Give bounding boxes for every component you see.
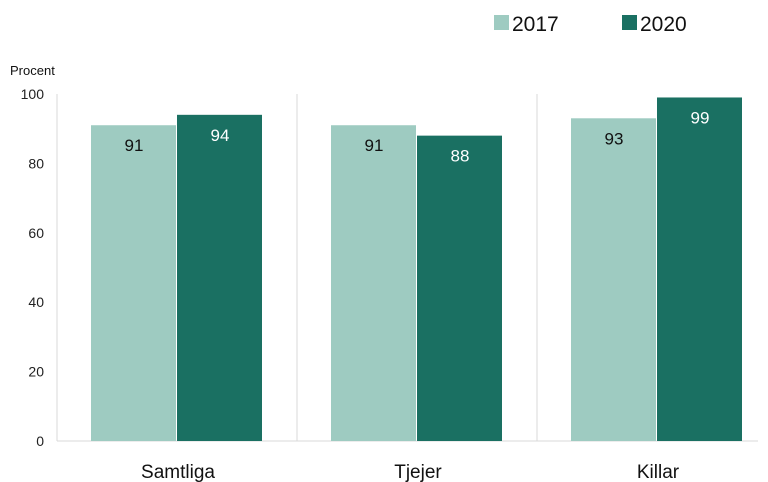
y-tick-label: 80 <box>28 155 44 171</box>
data-label: 88 <box>451 147 470 166</box>
bar-2017-killar <box>571 118 656 441</box>
legend-label-2020: 2020 <box>640 13 687 36</box>
data-label: 94 <box>211 126 230 145</box>
bar-2020-tjejer <box>417 135 502 441</box>
legend-swatch-2017 <box>494 15 509 30</box>
bar-2020-killar <box>657 97 742 441</box>
y-tick-label: 0 <box>36 433 44 449</box>
data-label: 91 <box>365 136 384 155</box>
legend-swatch-2020 <box>622 15 637 30</box>
x-tick-label-tjejer: Tjejer <box>394 462 442 482</box>
y-tick-label: 20 <box>28 364 44 380</box>
bar-2017-tjejer <box>331 125 416 441</box>
bar-2020-samtliga <box>177 114 262 441</box>
data-label: 99 <box>691 108 710 127</box>
y-axis-label: Procent <box>10 63 55 78</box>
y-tick-label: 100 <box>21 86 45 102</box>
x-tick-label-killar: Killar <box>637 462 680 482</box>
y-tick-label: 40 <box>28 294 44 310</box>
data-label: 91 <box>125 136 144 155</box>
data-label: 93 <box>605 129 624 148</box>
legend-label-2017: 2017 <box>512 13 559 36</box>
bar-2017-samtliga <box>91 125 176 441</box>
y-tick-label: 60 <box>28 225 44 241</box>
x-tick-label-samtliga: Samtliga <box>141 462 215 482</box>
